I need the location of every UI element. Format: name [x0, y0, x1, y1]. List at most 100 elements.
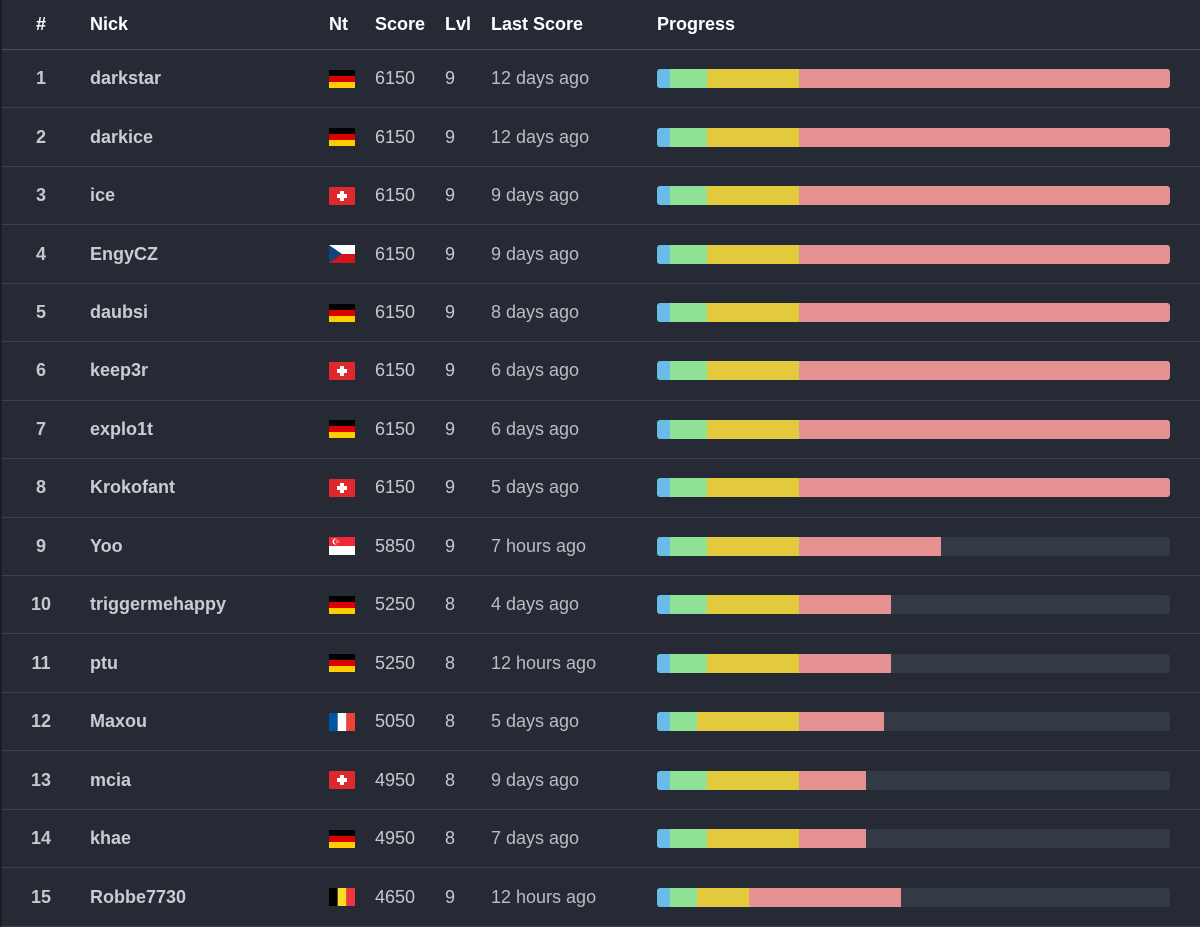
- last-score-cell: 4 days ago: [491, 594, 580, 615]
- score-cell: 5850: [375, 535, 416, 556]
- progress-segment-4: [798, 478, 1170, 498]
- progress-segment-3: [707, 653, 799, 673]
- germany-flag-icon: [329, 829, 355, 848]
- progress-segment-3: [707, 361, 799, 381]
- last-score-cell: 7 days ago: [491, 828, 580, 849]
- progress-segment-1: [657, 829, 670, 849]
- nick-cell[interactable]: daubsi: [90, 302, 149, 323]
- header-nick[interactable]: Nick: [90, 14, 129, 34]
- progress-segment-1: [657, 536, 670, 556]
- progress-cell: [657, 401, 1170, 458]
- nick-cell[interactable]: explo1t: [90, 418, 154, 439]
- progress-segment-1: [657, 712, 670, 732]
- table-row[interactable]: 8 Krokofant 6150 9 5 days ago: [2, 459, 1200, 518]
- nick-cell[interactable]: khae: [90, 828, 132, 849]
- nation-cell: [329, 868, 359, 925]
- header-progress[interactable]: Progress: [657, 14, 736, 34]
- progress-segment-3: [707, 186, 799, 206]
- nick-cell[interactable]: keep3r: [90, 360, 149, 381]
- progress-segment-3: [707, 829, 799, 849]
- progress-cell: [657, 167, 1170, 224]
- progress-segment-1: [657, 244, 670, 264]
- nick-cell[interactable]: triggermehappy: [90, 594, 227, 615]
- progress-bar: [657, 595, 1170, 615]
- level-cell: 8: [445, 828, 456, 849]
- progress-segment-3: [707, 595, 799, 615]
- nick-cell[interactable]: Robbe7730: [90, 886, 187, 907]
- rank-cell: 15: [30, 886, 52, 907]
- progress-cell: [657, 50, 1170, 107]
- nick-cell[interactable]: Yoo: [90, 535, 123, 556]
- progress-segment-1: [657, 69, 670, 89]
- table-row[interactable]: 3 ice 6150 9 9 days ago: [2, 167, 1200, 226]
- nick-cell[interactable]: ptu: [90, 652, 118, 673]
- table-row[interactable]: 14 khae 4950 8 7 days ago: [2, 810, 1200, 869]
- progress-bar: [657, 653, 1170, 673]
- table-row[interactable]: 6 keep3r 6150 9 6 days ago: [2, 342, 1200, 401]
- nick-cell[interactable]: darkstar: [90, 68, 162, 89]
- table-row[interactable]: 4 EngyCZ 6150 9 9 days ago: [2, 225, 1200, 284]
- progress-bar: [657, 419, 1170, 439]
- progress-cell: [657, 108, 1170, 165]
- progress-segment-2: [669, 887, 698, 907]
- last-score-cell: 9 days ago: [491, 243, 580, 264]
- progress-cell: [657, 518, 1170, 575]
- progress-bar: [657, 712, 1170, 732]
- progress-segment-1: [657, 419, 670, 439]
- progress-bar: [657, 244, 1170, 264]
- level-cell: 9: [445, 126, 456, 147]
- czech-flag-icon: [329, 245, 355, 264]
- progress-segment-1: [657, 127, 670, 147]
- level-cell: 8: [445, 652, 456, 673]
- progress-bar: [657, 127, 1170, 147]
- last-score-cell: 12 hours ago: [491, 652, 597, 673]
- progress-segment-2: [669, 69, 708, 89]
- table-row[interactable]: 10 triggermehappy 5250 8 4 days ago: [2, 576, 1200, 635]
- germany-flag-icon: [329, 595, 355, 614]
- level-cell: 9: [445, 477, 456, 498]
- level-cell: 9: [445, 185, 456, 206]
- header-score[interactable]: Score: [375, 14, 426, 34]
- table-row[interactable]: 11 ptu 5250 8 12 hours ago: [2, 635, 1200, 693]
- table-row[interactable]: 13 mcia 4950 8 9 days ago: [2, 751, 1200, 810]
- table-row[interactable]: 15 Robbe7730 4650 9 12 hours ago: [2, 868, 1200, 927]
- table-row[interactable]: 1 darkstar 6150 9 12 days ago: [2, 50, 1200, 109]
- rank-cell: 4: [35, 243, 46, 264]
- header-nation[interactable]: Nt: [329, 14, 348, 34]
- header-rank[interactable]: #: [35, 14, 46, 34]
- germany-flag-icon: [329, 128, 355, 147]
- progress-bar: [657, 361, 1170, 381]
- progress-segment-4: [748, 887, 901, 907]
- progress-segment-2: [669, 478, 708, 498]
- level-cell: 8: [445, 769, 456, 790]
- level-cell: 8: [445, 594, 456, 615]
- table-row[interactable]: 12 Maxou 5050 8 5 days ago: [2, 693, 1200, 752]
- nick-cell[interactable]: Krokofant: [90, 477, 175, 498]
- table-row[interactable]: 7 explo1t 6150 9 6 days ago: [2, 401, 1200, 460]
- score-cell: 6150: [375, 302, 416, 323]
- rank-cell: 10: [30, 594, 52, 615]
- nation-cell: [329, 225, 359, 282]
- nick-cell[interactable]: darkice: [90, 126, 154, 147]
- table-row[interactable]: 2 darkice 6150 9 12 days ago: [2, 108, 1200, 167]
- nick-cell[interactable]: ice: [90, 185, 116, 206]
- nation-cell: [329, 459, 359, 516]
- progress-segment-3: [697, 712, 799, 732]
- nick-cell[interactable]: Maxou: [90, 711, 148, 732]
- progress-cell: [657, 459, 1170, 516]
- progress-segment-2: [669, 361, 708, 381]
- progress-cell: [657, 810, 1170, 867]
- rank-cell: 5: [35, 302, 46, 323]
- table-row[interactable]: 9 Yoo 5850 9 7 hours ago: [2, 518, 1200, 577]
- nick-cell[interactable]: EngyCZ: [90, 243, 159, 264]
- nation-cell: [329, 635, 359, 692]
- rank-cell: 6: [35, 360, 46, 381]
- table-row[interactable]: 5 daubsi 6150 9 8 days ago: [2, 284, 1200, 343]
- switzerland-flag-icon: [329, 478, 355, 497]
- nation-cell: [329, 342, 359, 399]
- germany-flag-icon: [329, 69, 355, 88]
- last-score-cell: 6 days ago: [491, 418, 580, 439]
- nick-cell[interactable]: mcia: [90, 769, 132, 790]
- header-level[interactable]: Lvl: [445, 14, 472, 34]
- header-last-score[interactable]: Last Score: [491, 14, 584, 34]
